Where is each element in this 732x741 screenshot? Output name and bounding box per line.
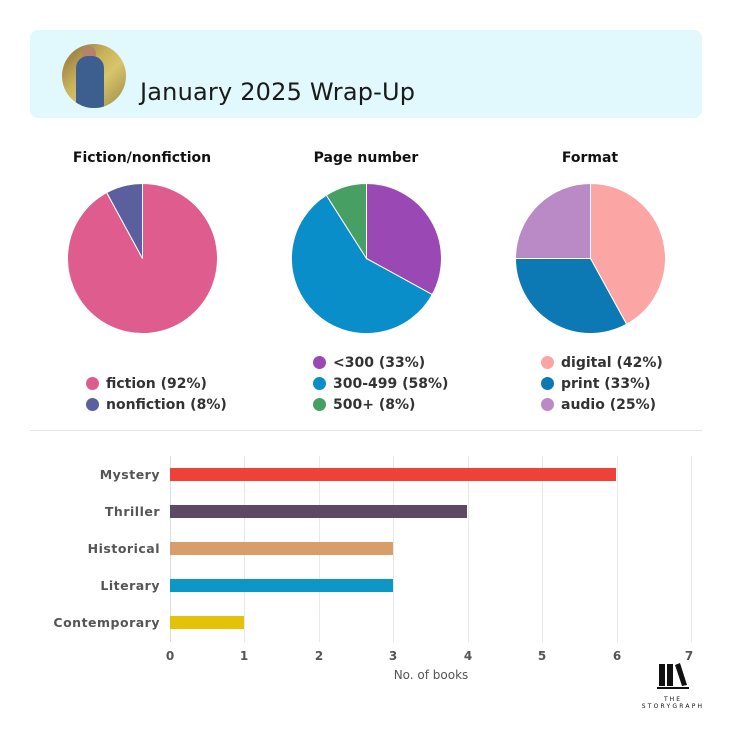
- legend-dot-icon: [541, 377, 554, 390]
- pie-title-page-number: Page number: [313, 150, 419, 166]
- books-logo-icon: [657, 663, 689, 689]
- pie-slice-500-plus: [325, 183, 367, 261]
- bar-label-thriller: Thriller: [104, 504, 160, 519]
- avatar: [62, 44, 126, 108]
- legend-label: print (33%): [561, 375, 651, 392]
- x-tick: 4: [463, 649, 473, 663]
- legend-item: audio (25%): [541, 394, 663, 415]
- legend-item: nonfiction (8%): [86, 394, 227, 415]
- gridline: [542, 456, 543, 642]
- legend-item: print (33%): [541, 373, 663, 394]
- legend-dot-icon: [86, 398, 99, 411]
- page-title: January 2025 Wrap-Up: [140, 78, 416, 106]
- bar-label-historical: Historical: [87, 541, 160, 556]
- legend-item: 500+ (8%): [313, 394, 448, 415]
- legend-item: fiction (92%): [86, 373, 227, 394]
- pie-title-format: Format: [561, 150, 619, 166]
- pie-slice-digital: [590, 183, 666, 325]
- pie-slice-audio: [515, 183, 591, 259]
- pie-slice-under-300: [366, 183, 442, 296]
- bar-literary: [170, 579, 393, 592]
- logo-text-storygraph: STORYGRAPH: [641, 703, 705, 710]
- pie-title-fiction: Fiction/nonfiction: [72, 150, 212, 166]
- legend-fiction: fiction (92%) nonfiction (8%): [86, 373, 227, 415]
- legend-item: 300-499 (58%): [313, 373, 448, 394]
- legend-dot-icon: [313, 356, 326, 369]
- avatar-figure: [76, 56, 104, 108]
- legend-label: digital (42%): [561, 354, 663, 371]
- legend-format: digital (42%) print (33%) audio (25%): [541, 352, 663, 415]
- pie-chart-page-number: [291, 183, 442, 334]
- legend-label: nonfiction (8%): [106, 396, 227, 413]
- wrap-up-header: January 2025 Wrap-Up: [30, 30, 702, 118]
- legend-page-number: <300 (33%) 300-499 (58%) 500+ (8%): [313, 352, 448, 415]
- gridline: [691, 456, 692, 642]
- x-axis-label: No. of books: [393, 668, 469, 682]
- legend-item: digital (42%): [541, 352, 663, 373]
- gridline: [468, 456, 469, 642]
- pie-slice-print: [515, 258, 628, 334]
- bar-contemporary: [170, 616, 244, 629]
- bar-label-contemporary: Contemporary: [53, 615, 160, 630]
- x-tick: 2: [314, 649, 324, 663]
- legend-dot-icon: [86, 377, 99, 390]
- legend-item: <300 (33%): [313, 352, 448, 373]
- legend-label: audio (25%): [561, 396, 657, 413]
- legend-label: <300 (33%): [333, 354, 426, 371]
- gridline: [393, 456, 394, 642]
- legend-label: 300-499 (58%): [333, 375, 449, 392]
- x-tick: 6: [612, 649, 622, 663]
- legend-label: fiction (92%): [106, 375, 207, 392]
- bar-label-literary: Literary: [100, 578, 160, 593]
- bar-mystery: [170, 468, 616, 481]
- x-tick: 5: [537, 649, 547, 663]
- x-tick: 0: [165, 649, 175, 663]
- x-tick: 7: [684, 649, 694, 663]
- bar-historical: [170, 542, 393, 555]
- legend-dot-icon: [313, 398, 326, 411]
- bar-label-mystery: Mystery: [99, 467, 160, 482]
- legend-dot-icon: [541, 398, 554, 411]
- x-tick: 1: [239, 649, 249, 663]
- storygraph-logo: THE STORYGRAPH: [640, 662, 706, 710]
- gridline: [617, 456, 618, 642]
- legend-label: 500+ (8%): [333, 396, 416, 413]
- x-tick: 3: [388, 649, 398, 663]
- pie-slice-nonfiction: [106, 183, 143, 259]
- legend-dot-icon: [541, 356, 554, 369]
- legend-dot-icon: [313, 377, 326, 390]
- pie-slice-300-499: [291, 194, 433, 334]
- pie-chart-fiction: [67, 183, 218, 334]
- section-divider: [30, 430, 702, 431]
- logo-text-the: THE: [664, 696, 682, 703]
- pie-chart-format: [515, 183, 666, 334]
- bar-thriller: [170, 505, 467, 518]
